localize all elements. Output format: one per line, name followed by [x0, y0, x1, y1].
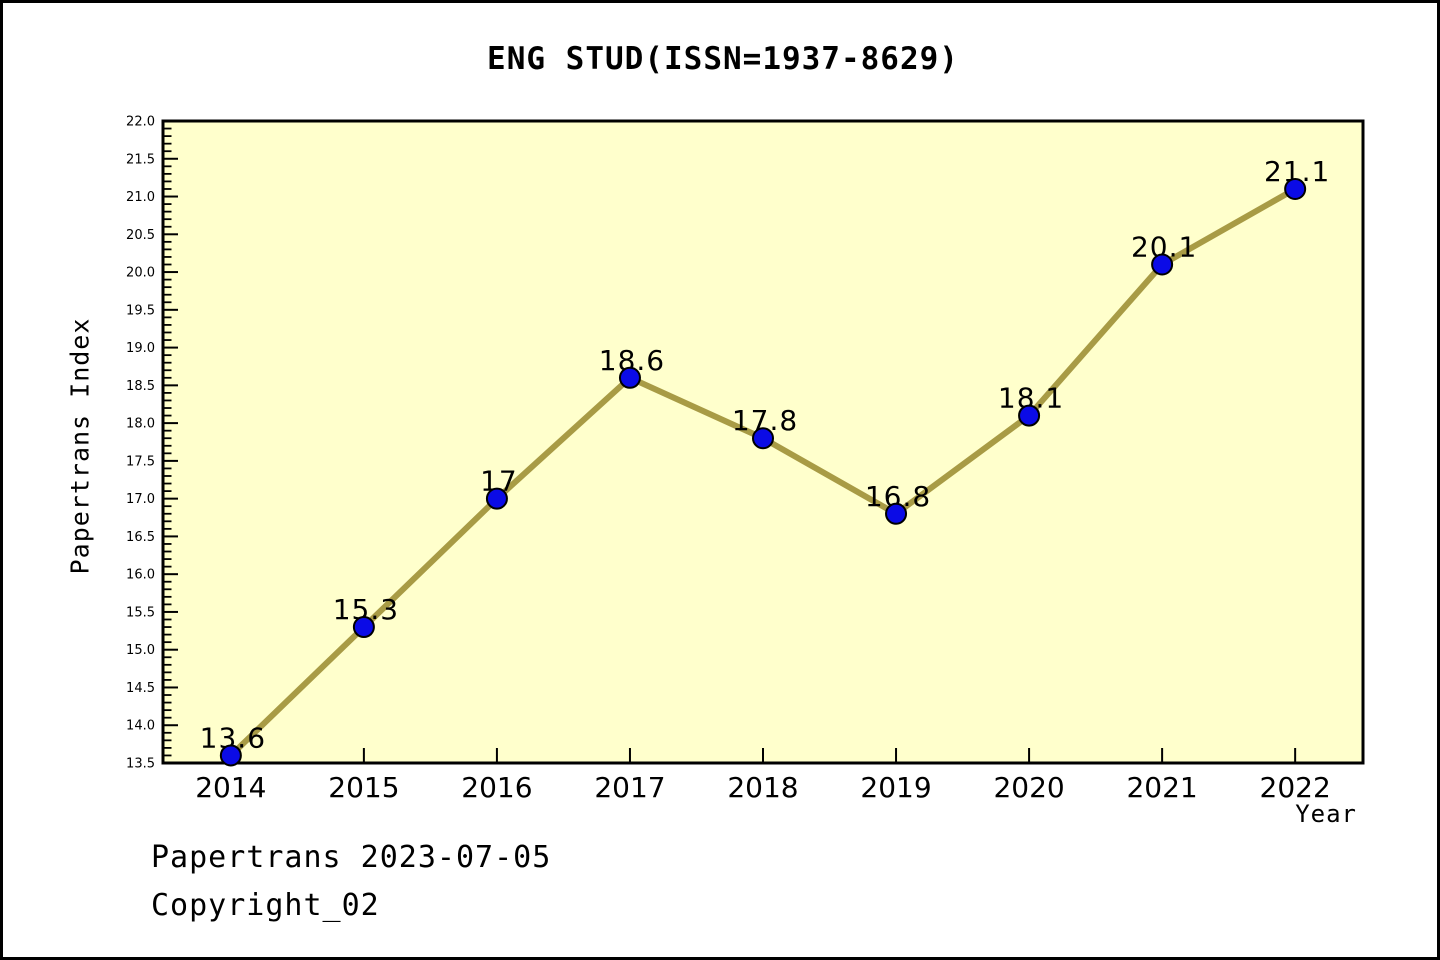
x-tick-label: 2017	[594, 771, 665, 804]
data-point-marker	[752, 427, 774, 450]
data-point-marker	[219, 744, 242, 767]
y-tick-label: 19.0	[126, 341, 155, 356]
x-tick-label: 2015	[328, 771, 399, 804]
y-tick-label: 22.0	[126, 115, 155, 130]
y-tick-label: 14.5	[126, 681, 155, 696]
data-point-marker	[1284, 177, 1307, 200]
y-tick-label: 20.5	[126, 228, 155, 243]
x-tick-label: 2022	[1260, 771, 1331, 804]
y-tick-label: 20.0	[126, 266, 155, 281]
data-point-marker	[1018, 404, 1041, 427]
y-tick-label: 16.0	[126, 568, 155, 583]
y-tick-label: 15.0	[126, 643, 155, 658]
y-tick-label: 19.5	[126, 303, 155, 318]
x-tick-label: 2019	[860, 771, 931, 804]
x-axis-label: Year	[1295, 800, 1357, 828]
x-tick-label: 2018	[727, 771, 798, 804]
y-tick-label: 16.5	[126, 530, 155, 545]
data-point-marker	[618, 366, 641, 389]
y-tick-label: 21.0	[126, 190, 155, 205]
x-tick-label: 2021	[1126, 771, 1197, 804]
y-tick-label: 18.5	[126, 379, 155, 394]
y-tick-label: 15.5	[126, 605, 155, 620]
data-point-marker	[1151, 253, 1174, 276]
y-tick-label: 13.5	[126, 757, 155, 772]
x-tick-label: 2016	[461, 771, 532, 804]
data-point-marker	[485, 487, 508, 510]
watermark-copyright: Copyright_02	[151, 888, 380, 923]
x-tick-label: 2020	[993, 771, 1064, 804]
data-point-marker	[885, 502, 908, 525]
data-point-marker	[352, 616, 375, 639]
y-tick-label: 21.5	[126, 152, 155, 167]
x-tick-label: 2014	[195, 771, 266, 804]
line-chart-plot-area: 13.5 14.0 14.5 15.0 15.5 16.0 16.5 17.0 17.5 18.0…	[126, 115, 1365, 804]
y-tick-label: 17.5	[126, 454, 155, 469]
y-tick-label: 17.0	[126, 492, 155, 507]
y-tick-label: 18.0	[126, 417, 155, 432]
watermark-source-date: Papertrans 2023-07-05	[151, 840, 552, 875]
chart-title: ENG STUD(ISSN=1937-8629)	[487, 41, 959, 77]
y-tick-label: 14.0	[126, 719, 155, 734]
